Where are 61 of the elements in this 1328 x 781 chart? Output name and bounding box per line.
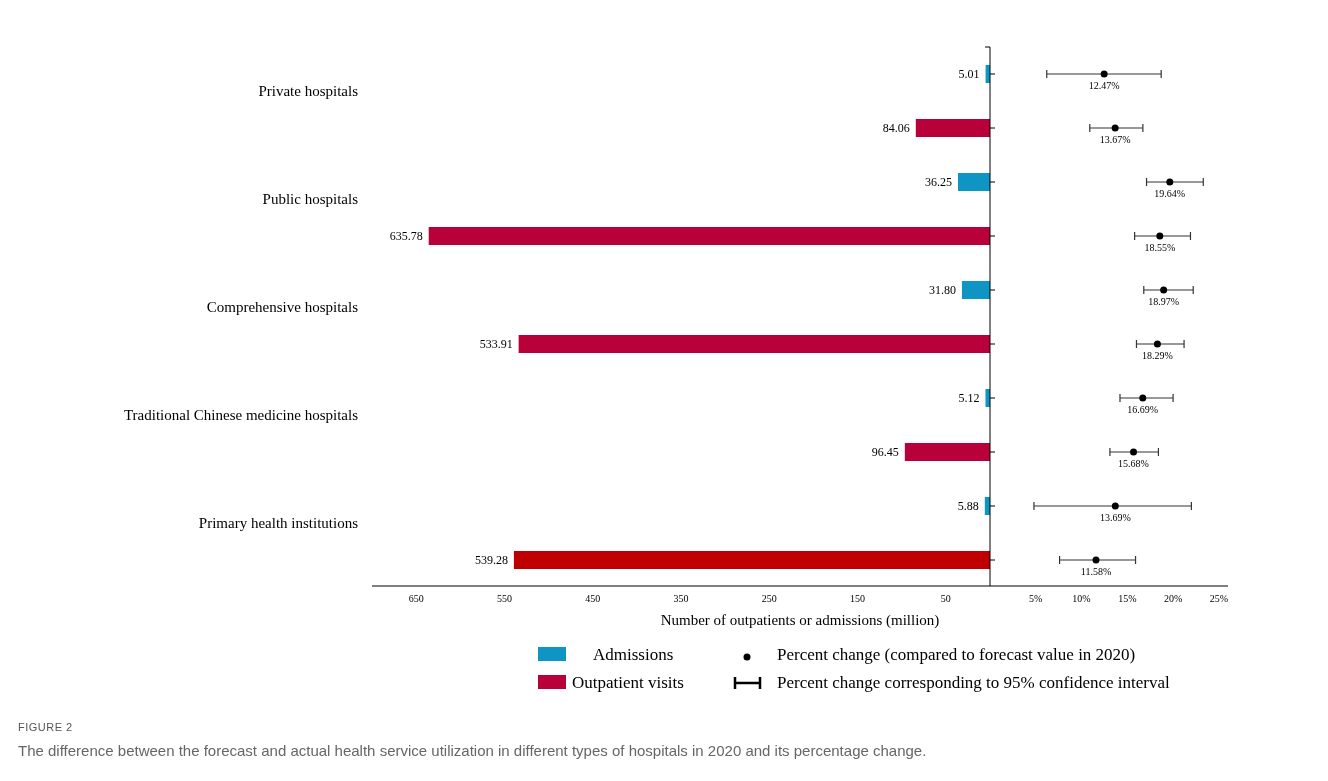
- data-label: 5.12: [958, 391, 980, 405]
- data-label: 12.47%: [1088, 80, 1120, 91]
- data-label: 13.69%: [1099, 512, 1131, 523]
- y-tick-label: Traditional Chinese medicine hospitals: [123, 407, 359, 423]
- data-label: 11.58%: [1080, 566, 1112, 577]
- x-tick-label: 250: [761, 593, 777, 604]
- data-label: 15.68%: [1118, 458, 1149, 469]
- point: [1092, 556, 1100, 564]
- x-tick-label: 450: [585, 593, 601, 604]
- data-label: 13.67%: [1099, 134, 1131, 145]
- point: [1111, 502, 1119, 510]
- y-tick-label: Comprehensive hospitals: [206, 299, 359, 315]
- bar: [518, 335, 990, 353]
- y-tick-label: Private hospitals: [258, 83, 359, 99]
- data-label: 96.45: [871, 445, 899, 459]
- point: [1100, 70, 1108, 78]
- point: [1156, 232, 1164, 240]
- data-label: 635.78: [389, 229, 423, 243]
- point: [1166, 178, 1174, 186]
- legend-label: Admissions: [593, 645, 674, 664]
- x-tick-label: 350: [673, 593, 689, 604]
- bar: [513, 551, 990, 569]
- bar: [428, 227, 990, 245]
- data-label: 18.97%: [1148, 296, 1180, 307]
- bar: [915, 119, 990, 137]
- data-label: 16.69%: [1127, 404, 1159, 415]
- legend-label: Outpatient visits: [572, 673, 684, 692]
- point: [1139, 394, 1147, 402]
- data-label: 18.29%: [1142, 350, 1173, 361]
- text: Percent change corresponding to 95% confidence interval: [777, 673, 1171, 692]
- data-label: 18.55%: [1144, 242, 1176, 253]
- x-tick-label: 15%: [1118, 593, 1137, 604]
- text: The difference between the forecast and actual health service utilization in different types of hospitals in 2020 and its percentage change.: [18, 742, 927, 759]
- data-label: 19.64%: [1154, 188, 1186, 199]
- point: [1130, 448, 1138, 456]
- data-label: 533.91: [479, 337, 513, 351]
- x-tick-label: 50: [940, 593, 951, 604]
- x-tick-label: 550: [496, 593, 512, 604]
- x-axis-title: Number of outpatients or admissions (million): [660, 612, 940, 629]
- x-tick-label: 5%: [1029, 593, 1043, 604]
- data-label: 31.80: [928, 283, 956, 297]
- point: [1153, 340, 1161, 348]
- x-tick-label: 150: [850, 593, 866, 604]
- data-label: 36.25: [925, 175, 952, 189]
- caption: FIGURE 2: [18, 721, 73, 733]
- bar: [904, 443, 990, 461]
- legend-label: Percent change (compared to forecast value in 2020): [777, 645, 1136, 664]
- point: [1160, 286, 1168, 294]
- x-tick-label: 25%: [1209, 593, 1229, 604]
- bar: [961, 281, 990, 299]
- x-tick-label: 650: [408, 593, 424, 604]
- point: [1111, 124, 1119, 132]
- x-tick-label: 10%: [1072, 593, 1091, 604]
- data-label: 539.28: [474, 553, 508, 567]
- data-label: 5.88: [957, 499, 979, 513]
- data-label: 84.06: [882, 121, 910, 135]
- x-tick-label: 20%: [1163, 593, 1183, 604]
- data-label: 5.01: [958, 67, 980, 81]
- y-tick-label: Primary health institutions: [198, 515, 359, 531]
- y-tick-label: Public hospitals: [262, 191, 359, 207]
- bar: [958, 173, 990, 191]
